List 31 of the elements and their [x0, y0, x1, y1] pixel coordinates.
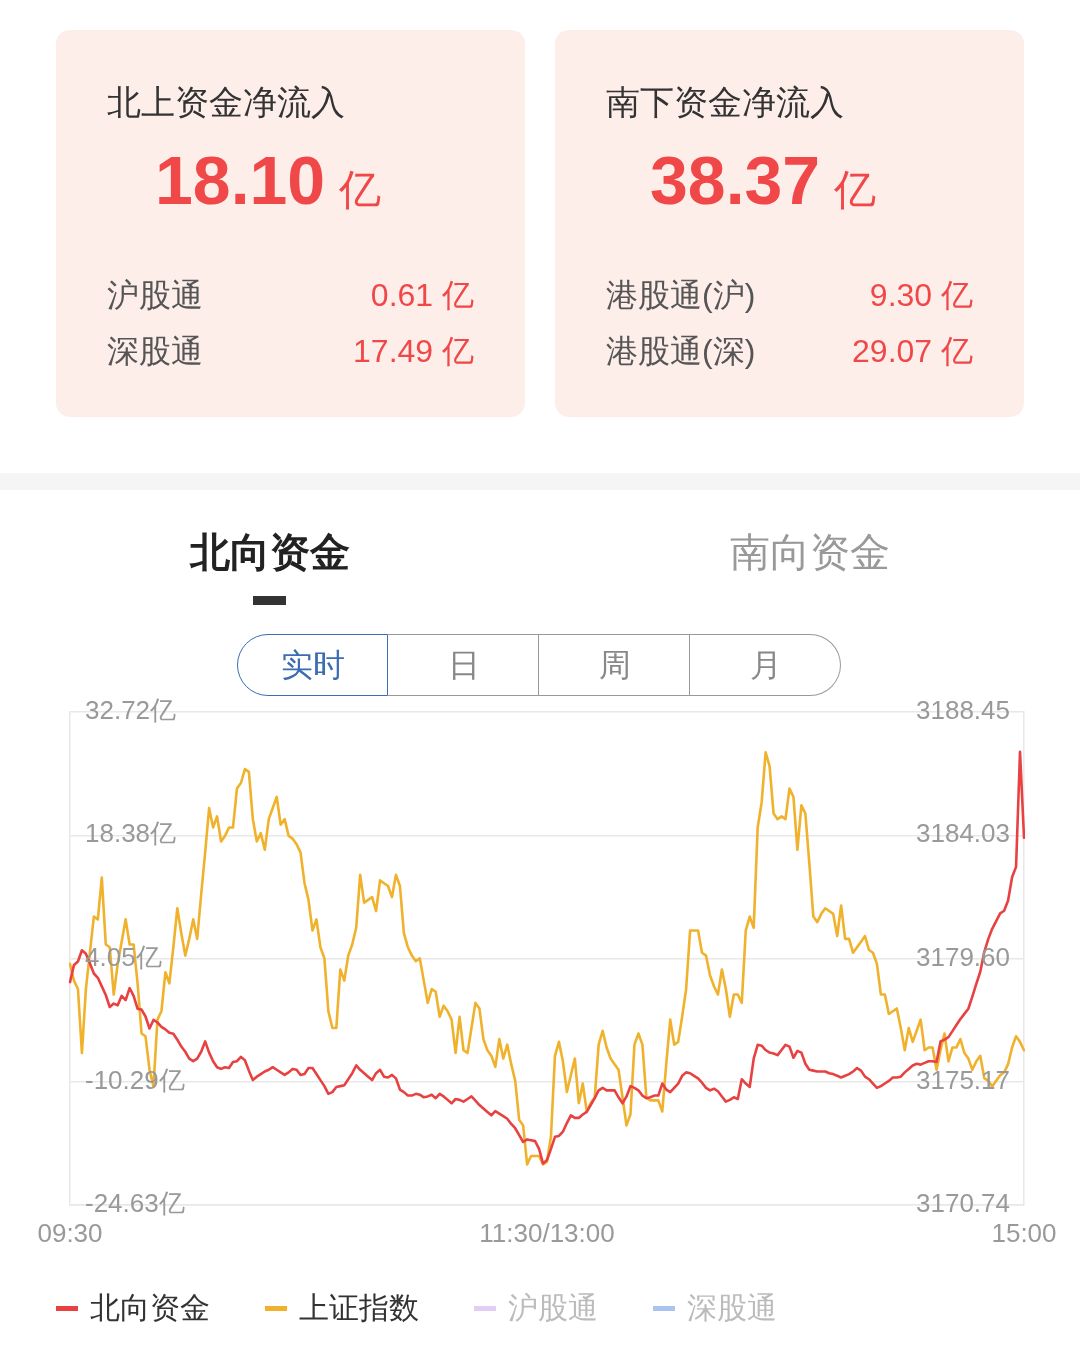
- category-label: 实时: [280, 646, 345, 685]
- category-label: 北向资金: [188, 530, 351, 574]
- y2-tick-label: 3184.03: [916, 818, 1010, 849]
- y2-tick-label: 3170.74: [916, 1188, 1010, 1219]
- category-label: 南向资金: [729, 530, 891, 574]
- category-label: 月: [749, 646, 782, 685]
- x-tick-label: 09:30: [37, 1217, 103, 1248]
- category-label: 日: [447, 646, 480, 685]
- text: 9.30 亿: [869, 277, 973, 313]
- legend-label: 深股通: [687, 1290, 777, 1326]
- text: 38.37 亿: [650, 142, 877, 218]
- legend-label: 上证指数: [299, 1290, 419, 1326]
- category-label: 周: [598, 646, 631, 685]
- category-label: 港股通(深): [606, 332, 756, 371]
- legend-label: 北向资金: [90, 1290, 210, 1326]
- x-tick-label: 11:30/13:00: [479, 1217, 615, 1248]
- category-label: 深股通: [107, 332, 203, 371]
- category-label: 港股通(沪): [606, 276, 756, 315]
- y2-tick-label: 3188.45: [916, 695, 1010, 726]
- category-label: 沪股通: [107, 276, 203, 315]
- x-tick-label: 15:00: [991, 1217, 1057, 1248]
- text: 18.10 亿: [155, 142, 382, 218]
- text: 北上资金净流入: [107, 82, 345, 123]
- text: 29.07 亿: [852, 333, 973, 369]
- y-tick-label: -24.63亿: [85, 1188, 185, 1219]
- text: 17.49 亿: [353, 333, 474, 369]
- text: 0.61 亿: [370, 277, 474, 313]
- y-tick-label: 32.72亿: [85, 695, 177, 726]
- legend-label: 沪股通: [508, 1290, 598, 1326]
- y-tick-label: 18.38亿: [85, 818, 177, 849]
- text: 南下资金净流入: [606, 82, 844, 123]
